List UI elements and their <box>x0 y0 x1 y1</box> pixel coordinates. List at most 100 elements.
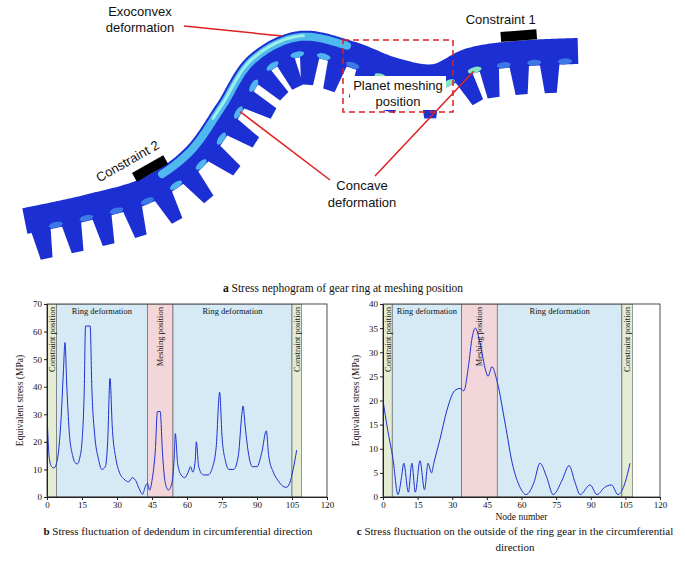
y-tick: 30 <box>369 348 383 358</box>
y-tick-label: 25 <box>369 372 379 382</box>
y-tick-label: 10 <box>33 465 43 475</box>
x-tick-label: 15 <box>414 500 424 510</box>
tooth <box>276 56 303 90</box>
x-tick: 15 <box>414 497 424 510</box>
x-tick: 30 <box>448 497 458 510</box>
label: Constraint 1 <box>466 12 536 27</box>
x-tick: 0 <box>45 497 50 510</box>
y-tick-mark <box>44 469 47 470</box>
root-spots <box>48 50 572 229</box>
x-tick-label: 0 <box>381 500 386 510</box>
meshing-box <box>343 40 453 112</box>
y-tick-mark <box>44 304 47 305</box>
y-tick-label: 20 <box>369 396 379 406</box>
x-tick-label: 0 <box>45 500 50 510</box>
caption: c Stress fluctuation on the outside of t… <box>357 525 673 537</box>
pointer <box>375 71 474 176</box>
root-spot <box>48 221 63 230</box>
root-spot <box>345 60 360 70</box>
label: Planet meshing <box>353 78 443 93</box>
y-tick-label: 30 <box>369 348 379 358</box>
y-tick-mark <box>380 304 383 305</box>
x-tick-label: 75 <box>552 500 562 510</box>
region-label: Ring deformation <box>202 306 263 316</box>
region <box>383 304 392 497</box>
x-tick: 90 <box>253 497 263 510</box>
root-spot <box>496 61 511 68</box>
root-spot <box>215 131 228 146</box>
label: Exoconvex <box>108 4 172 19</box>
tooth <box>207 145 241 176</box>
region-label: Constraint position <box>622 306 632 372</box>
y-tick: 5 <box>374 468 384 478</box>
y-axis: 010203040506070 <box>33 299 48 502</box>
y-tick-label: 40 <box>369 299 379 309</box>
x-tick: 30 <box>113 497 123 510</box>
x-tick: 15 <box>78 497 88 510</box>
x-tick-label: 75 <box>218 500 228 510</box>
tooth <box>31 227 53 260</box>
caption: direction <box>495 541 535 553</box>
y-tick: 15 <box>369 420 383 430</box>
region <box>497 304 622 497</box>
y-tick: 10 <box>33 465 47 475</box>
x-tick-label: 105 <box>619 500 633 510</box>
y-tick: 20 <box>369 396 383 406</box>
y-tick: 30 <box>33 410 47 420</box>
label: position <box>376 94 421 109</box>
y-tick: 60 <box>33 327 47 337</box>
y-tick: 40 <box>33 382 47 392</box>
y-tick-label: 15 <box>369 420 379 430</box>
constraint-bar <box>500 29 537 42</box>
y-axis-title: Equivalent stress (MPa) <box>15 355 26 446</box>
y-tick-mark <box>44 442 47 443</box>
x-tick: 60 <box>518 497 528 510</box>
ring-body <box>22 31 578 234</box>
y-tick-label: 10 <box>369 444 379 454</box>
tooth <box>300 54 320 85</box>
caption-text: Stress fluctuation of dedendum in circum… <box>50 525 314 537</box>
x-tick: 90 <box>587 497 597 510</box>
x-axis: 0153045607590105120 <box>45 497 335 510</box>
region-label: Ring deformation <box>72 306 133 316</box>
y-tick-label: 5 <box>374 468 379 478</box>
y-tick-mark <box>44 359 47 360</box>
tooth <box>61 221 83 254</box>
y-tick-mark <box>380 352 383 353</box>
root-spot <box>140 196 155 207</box>
tooth <box>92 213 115 246</box>
y-tick-mark <box>44 414 47 415</box>
y-tick-mark <box>44 332 47 333</box>
x-tick-label: 30 <box>448 500 458 510</box>
root-spot <box>232 105 244 120</box>
pointer <box>184 26 282 36</box>
tooth <box>323 59 347 92</box>
y-tick-mark <box>380 401 383 402</box>
y-tick-label: 20 <box>33 437 43 447</box>
y-tick: 25 <box>369 372 383 382</box>
ring-teeth <box>31 54 560 260</box>
x-tick-label: 60 <box>518 500 528 510</box>
label: Constraint 2 <box>93 137 161 185</box>
x-tick-label: 105 <box>286 500 300 510</box>
tooth <box>242 90 276 118</box>
x-tick: 45 <box>148 497 158 510</box>
root-spot <box>467 65 482 74</box>
label: deformation <box>328 195 397 210</box>
y-axis-title: Equivalent stress (MPa) <box>351 355 362 446</box>
y-tick-label: 30 <box>33 410 43 420</box>
y-tick-label: 0 <box>374 492 379 502</box>
label-bg <box>350 76 446 110</box>
y-tick-label: 70 <box>33 299 43 309</box>
plot-area <box>47 304 301 497</box>
y-tick: 40 <box>369 299 383 309</box>
root-spot <box>109 206 124 215</box>
x-tick: 75 <box>218 497 228 510</box>
x-tick: 120 <box>654 497 668 510</box>
y-tick: 10 <box>369 444 383 454</box>
chart: Constraint positionRing deformationMeshi… <box>15 299 335 537</box>
x-tick: 60 <box>183 497 193 510</box>
data-line <box>47 326 297 494</box>
y-tick-label: 35 <box>369 324 379 334</box>
plot-frame <box>383 304 660 497</box>
